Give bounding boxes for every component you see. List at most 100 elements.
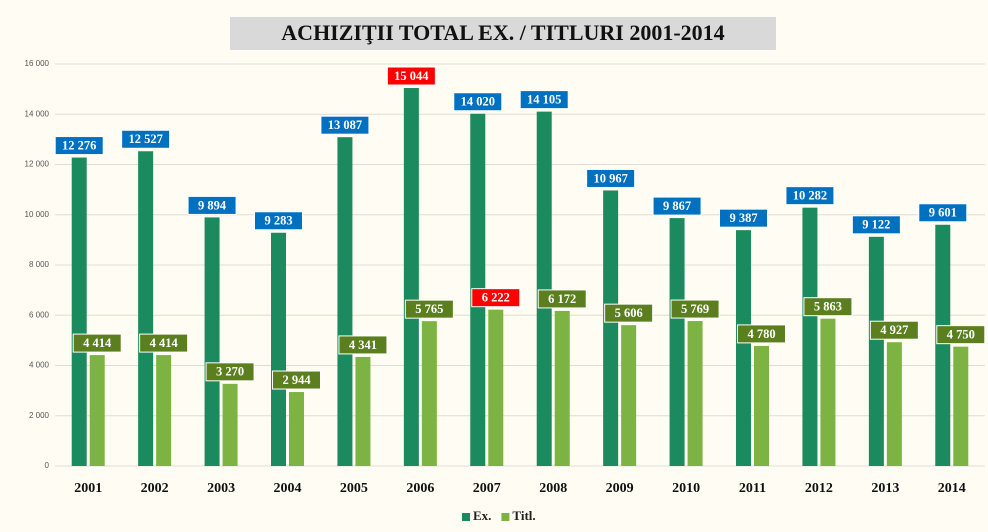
- value-label-box: [737, 324, 786, 344]
- value-label: 9 867: [663, 199, 691, 213]
- bar: [687, 321, 703, 466]
- value-label-box: [936, 325, 986, 345]
- bar: [603, 190, 619, 466]
- y-tick-label: 14 000: [25, 109, 50, 118]
- value-label: 9 894: [198, 198, 227, 212]
- value-label: 14 105: [527, 92, 561, 106]
- value-label: 13 087: [328, 118, 362, 132]
- value-label: 5 606: [615, 306, 643, 320]
- value-label-box: [320, 115, 370, 135]
- value-label-box: [272, 370, 321, 390]
- value-label-box: [404, 299, 454, 319]
- legend-label: Ex.: [473, 508, 491, 523]
- legend-swatch: [501, 513, 510, 521]
- value-label-box: [918, 203, 968, 223]
- bar: [736, 230, 751, 466]
- bar: [89, 355, 105, 466]
- bar: [138, 151, 154, 466]
- value-label-box: [453, 92, 503, 112]
- value-label-box: [386, 66, 436, 86]
- value-label: 9 122: [862, 218, 890, 232]
- value-label: 10 967: [593, 171, 627, 185]
- bar: [222, 383, 238, 466]
- y-tick-label: 10 000: [25, 210, 50, 219]
- x-tick-label: 2006: [406, 481, 434, 496]
- value-label: 4 414: [150, 336, 179, 350]
- bar: [71, 157, 87, 467]
- value-label-box: [586, 168, 636, 188]
- legend-swatch: [462, 513, 470, 521]
- x-tick-label: 2013: [871, 481, 899, 496]
- y-tick-label: 8 000: [29, 260, 50, 269]
- bar: [886, 342, 902, 466]
- y-tick-label: 0: [45, 461, 50, 470]
- legend-label: Titl.: [512, 508, 535, 523]
- value-label: 3 270: [216, 365, 244, 379]
- bar: [355, 356, 371, 466]
- y-tick-label: 2 000: [29, 411, 50, 420]
- bar: [421, 321, 437, 466]
- value-label-box: [537, 289, 587, 309]
- bar: [820, 318, 836, 466]
- value-label: 6 172: [548, 292, 576, 306]
- value-label: 14 020: [461, 95, 495, 109]
- bar: [403, 88, 419, 466]
- y-tick-label: 4 000: [29, 361, 50, 370]
- value-label: 10 282: [793, 189, 827, 203]
- bar: [621, 325, 637, 466]
- bar: [754, 345, 769, 466]
- value-label: 15 044: [394, 69, 429, 83]
- value-label-box: [471, 288, 521, 308]
- value-label: 9 283: [264, 214, 292, 228]
- value-label: 6 222: [482, 291, 510, 305]
- value-label-box: [851, 215, 901, 235]
- value-label: 4 414: [83, 336, 112, 350]
- title-box: [230, 17, 776, 50]
- x-tick-label: 2009: [606, 481, 634, 496]
- bar: [337, 137, 353, 466]
- bar: [488, 309, 504, 466]
- value-label-box: [719, 208, 768, 228]
- bar: [271, 232, 286, 466]
- bar: [554, 310, 570, 466]
- bar: [536, 111, 552, 466]
- value-label-box: [785, 186, 835, 206]
- x-tick-label: 2007: [473, 481, 501, 496]
- value-label: 5 769: [681, 302, 709, 316]
- value-label-box: [519, 90, 569, 110]
- x-tick-label: 2005: [340, 481, 368, 496]
- bar: [669, 218, 685, 466]
- bar: [953, 346, 969, 466]
- x-tick-label: 2010: [672, 481, 700, 496]
- y-tick-label: 12 000: [25, 160, 50, 169]
- value-label-box: [139, 333, 189, 353]
- value-label: 12 276: [62, 138, 96, 152]
- bar: [802, 207, 818, 467]
- x-tick-label: 2012: [805, 481, 833, 496]
- value-label: 2 944: [282, 373, 311, 387]
- x-tick-label: 2011: [739, 481, 766, 496]
- value-label: 5 863: [814, 300, 842, 314]
- value-label-box: [254, 211, 303, 231]
- value-label-box: [803, 297, 853, 317]
- y-tick-label: 16 000: [25, 59, 50, 68]
- bar: [289, 392, 304, 466]
- value-label: 9 601: [929, 206, 957, 220]
- value-label: 4 927: [880, 323, 908, 337]
- x-tick-label: 2003: [207, 481, 235, 496]
- x-tick-label: 2004: [274, 481, 302, 496]
- bar: [204, 217, 220, 466]
- y-tick-label: 6 000: [29, 310, 50, 319]
- chart-title: ACHIZIŢII TOTAL EX. / TITLURI 2001-2014: [281, 20, 724, 45]
- x-tick-label: 2008: [539, 481, 567, 496]
- x-tick-label: 2014: [938, 481, 966, 496]
- value-label-box: [72, 333, 122, 353]
- value-label: 9 387: [729, 211, 757, 225]
- value-label: 4 780: [747, 327, 775, 341]
- value-label-box: [54, 136, 104, 156]
- bar: [868, 236, 884, 466]
- value-label: 4 341: [349, 338, 377, 352]
- value-label-box: [869, 320, 919, 340]
- value-label-box: [670, 299, 720, 319]
